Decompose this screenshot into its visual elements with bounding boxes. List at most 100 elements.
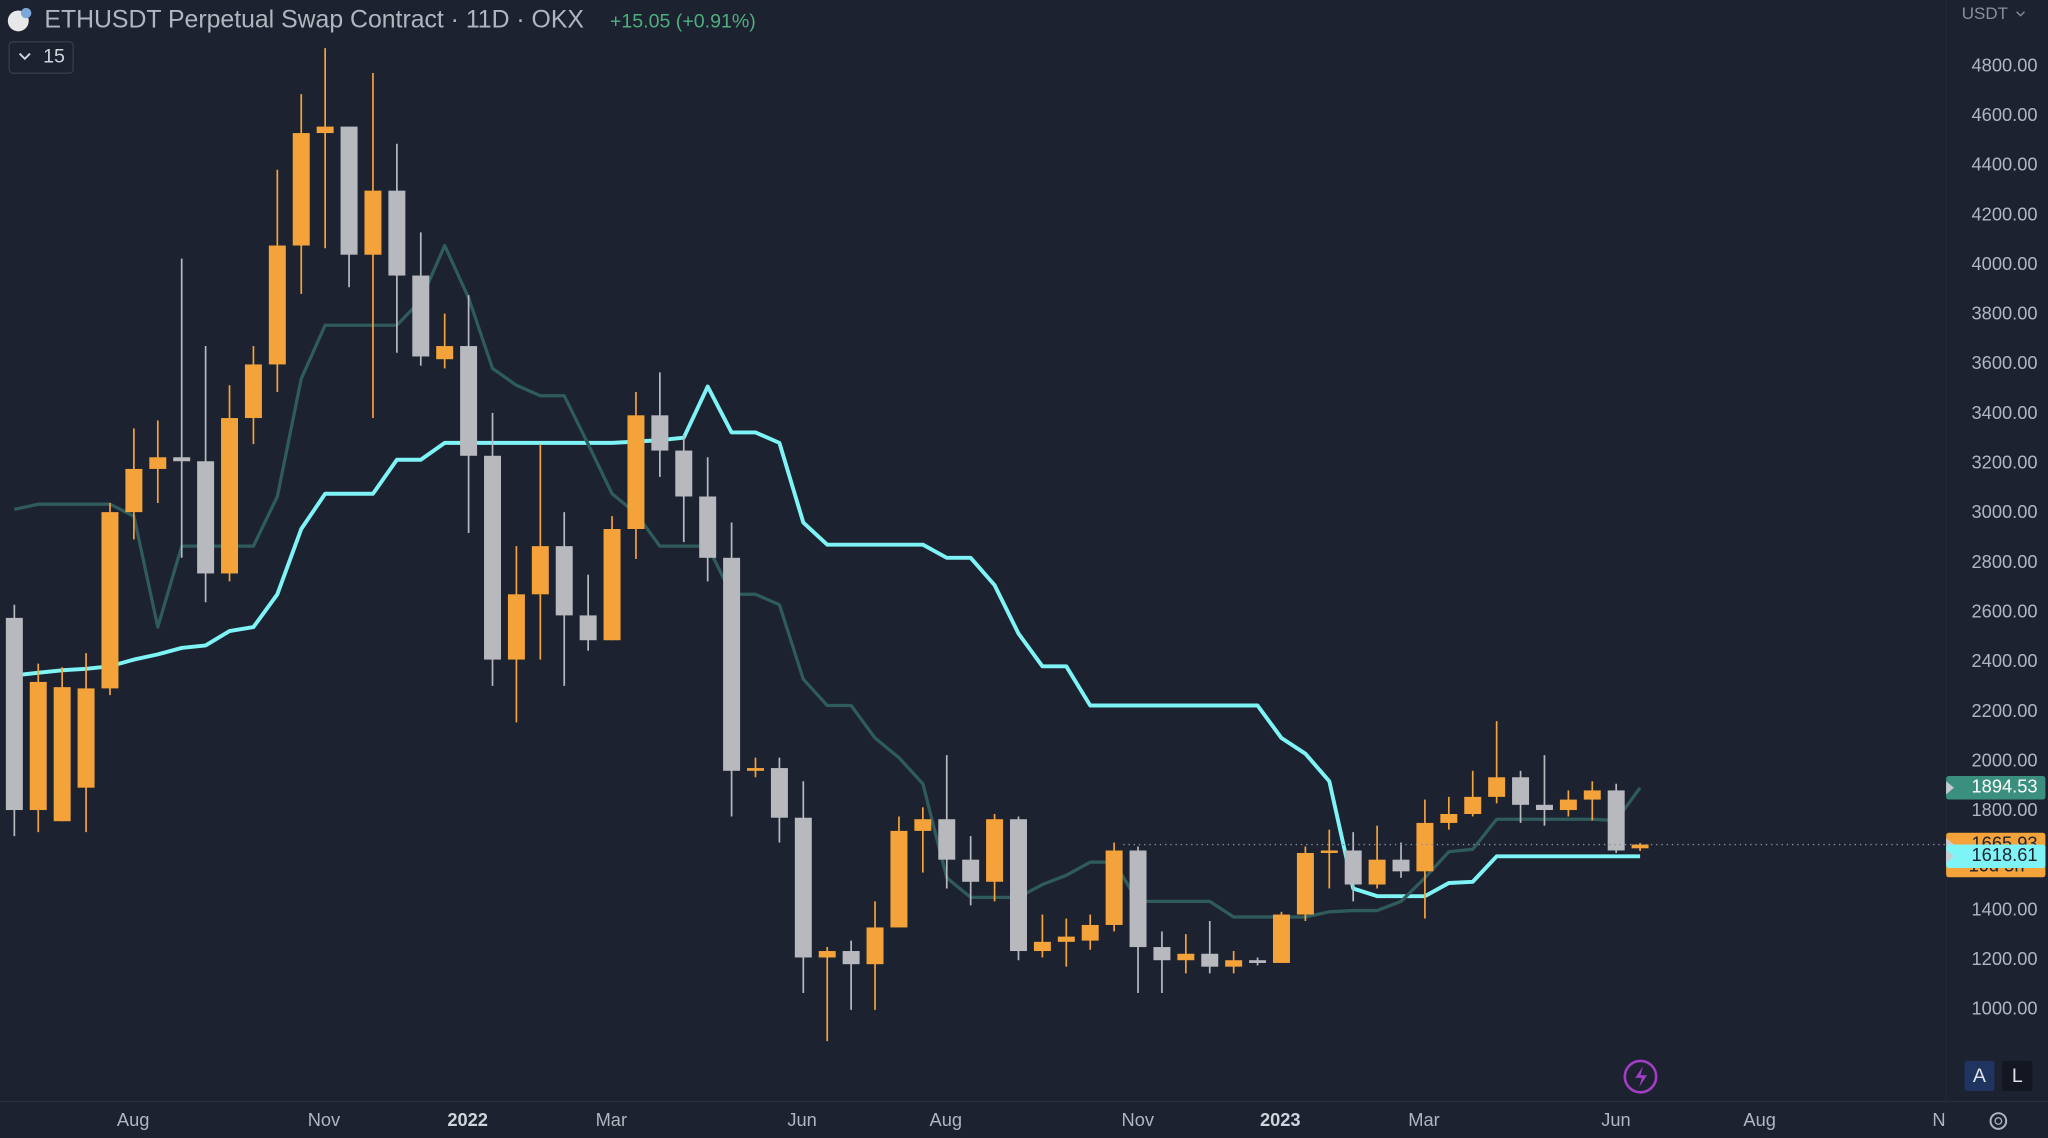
y-tick-label: 2400.00 bbox=[1972, 650, 2038, 671]
candle-body bbox=[747, 768, 764, 771]
cyan-line-marker bbox=[1946, 844, 2046, 869]
candle-body bbox=[651, 415, 669, 451]
candle-body bbox=[316, 126, 334, 134]
candle-body bbox=[1033, 941, 1051, 952]
candle-body bbox=[723, 557, 741, 771]
lightning-icon bbox=[1635, 1066, 1648, 1088]
candle-body bbox=[412, 275, 430, 357]
indicator-line bbox=[14, 384, 1641, 899]
candle-body bbox=[77, 688, 95, 788]
candle-body bbox=[1512, 777, 1530, 805]
x-tick-label: Jun bbox=[787, 1109, 816, 1130]
y-tick-label: 1800.00 bbox=[1972, 799, 2038, 820]
log-scale-button[interactable] bbox=[2002, 1060, 2033, 1091]
button-label[interactable]: A bbox=[1973, 1065, 1987, 1087]
auto-scale-button[interactable] bbox=[1964, 1060, 1995, 1091]
candle-body bbox=[890, 830, 908, 928]
candle-body bbox=[1201, 953, 1219, 967]
y-tick-label: 2000.00 bbox=[1972, 749, 2038, 770]
candle-body bbox=[268, 245, 286, 365]
x-tick-label: Mar bbox=[596, 1109, 627, 1130]
candle-body bbox=[1129, 850, 1147, 948]
y-tick-label: 4200.00 bbox=[1972, 203, 2038, 224]
y-tick-label: 3000.00 bbox=[1972, 501, 2038, 522]
currency-selector[interactable]: USDT bbox=[1962, 4, 2008, 23]
candle-body bbox=[914, 819, 932, 831]
indicator-line bbox=[13, 243, 1642, 919]
candle-body bbox=[1440, 813, 1458, 823]
candle-body bbox=[1249, 960, 1267, 963]
indicator-count[interactable]: 15 bbox=[43, 46, 65, 68]
candle-body bbox=[1559, 799, 1577, 811]
candle-body bbox=[221, 418, 239, 574]
candle-body bbox=[1272, 914, 1290, 963]
teal-line-marker-pointer bbox=[1946, 781, 1954, 795]
symbol-icon bbox=[20, 7, 32, 19]
candle-body bbox=[579, 615, 597, 641]
teal-line-marker-label: 1894.53 bbox=[1972, 776, 2038, 797]
candle-body bbox=[555, 546, 573, 616]
candle-body bbox=[125, 468, 143, 513]
candle-body bbox=[1392, 859, 1410, 872]
candle-body bbox=[1296, 852, 1314, 915]
candle-body bbox=[149, 457, 167, 469]
x-tick-label: Nov bbox=[1122, 1109, 1155, 1130]
lightning-button[interactable] bbox=[1623, 1059, 1658, 1094]
candle-body bbox=[603, 529, 621, 641]
candle-body bbox=[1225, 960, 1243, 967]
y-tick-label: 2800.00 bbox=[1972, 551, 2038, 572]
candle-body bbox=[627, 415, 645, 530]
button-label[interactable]: L bbox=[2012, 1065, 2023, 1087]
indicator-button[interactable] bbox=[8, 41, 74, 74]
candle-body bbox=[1105, 850, 1123, 925]
candle-body bbox=[101, 512, 119, 689]
x-tick-label: Aug bbox=[930, 1109, 962, 1130]
chevron-icon bbox=[2016, 11, 2025, 17]
candle-body bbox=[1057, 936, 1075, 942]
candle-body bbox=[364, 190, 382, 255]
candle-body bbox=[1177, 953, 1195, 961]
candle-body bbox=[1488, 777, 1506, 797]
candle-body bbox=[173, 457, 191, 462]
settings-button[interactable] bbox=[1989, 1112, 2008, 1130]
candle-body bbox=[1535, 804, 1553, 811]
candle-body bbox=[244, 364, 262, 419]
candle-body bbox=[1009, 819, 1027, 952]
candle-body bbox=[197, 461, 215, 574]
candle-body bbox=[1153, 947, 1171, 961]
candle-body bbox=[699, 496, 717, 558]
candle-body bbox=[53, 687, 71, 822]
y-tick-label: 2600.00 bbox=[1972, 600, 2038, 621]
x-tick-label: Jun bbox=[1601, 1109, 1630, 1130]
x-tick-label: N bbox=[1932, 1109, 1945, 1130]
price-change: +15.05 (+0.91%) bbox=[610, 10, 756, 32]
candle-body bbox=[1344, 850, 1362, 885]
candle-body bbox=[1416, 822, 1434, 872]
x-tick-label: Nov bbox=[308, 1109, 341, 1130]
x-tick-label: 2023 bbox=[1260, 1109, 1301, 1130]
y-tick-label: 4800.00 bbox=[1972, 54, 2038, 75]
candle-body bbox=[1583, 790, 1601, 800]
candle-body bbox=[1464, 796, 1482, 814]
y-tick-label: 2200.00 bbox=[1972, 700, 2038, 721]
candle-body bbox=[388, 190, 406, 276]
y-tick-label: 4000.00 bbox=[1972, 253, 2038, 274]
y-tick-label: 3200.00 bbox=[1972, 452, 2038, 473]
candle-body bbox=[531, 546, 549, 595]
candle-body bbox=[1607, 790, 1625, 851]
candle-body bbox=[1081, 924, 1099, 941]
plot bbox=[5, 48, 1947, 1042]
candle-body bbox=[292, 133, 310, 246]
candle-body bbox=[938, 819, 956, 860]
candle-body bbox=[1631, 844, 1649, 849]
candle-body bbox=[484, 455, 501, 660]
x-tick-label: Aug bbox=[117, 1109, 149, 1130]
candle-body bbox=[986, 819, 1004, 882]
candle-body bbox=[866, 927, 884, 965]
teal-line-marker bbox=[1946, 776, 2046, 800]
y-tick-label: 1200.00 bbox=[1972, 948, 2038, 969]
candle-body bbox=[436, 346, 454, 360]
y-tick-label: 3800.00 bbox=[1972, 303, 2038, 324]
y-tick-label: 1400.00 bbox=[1972, 898, 2038, 919]
